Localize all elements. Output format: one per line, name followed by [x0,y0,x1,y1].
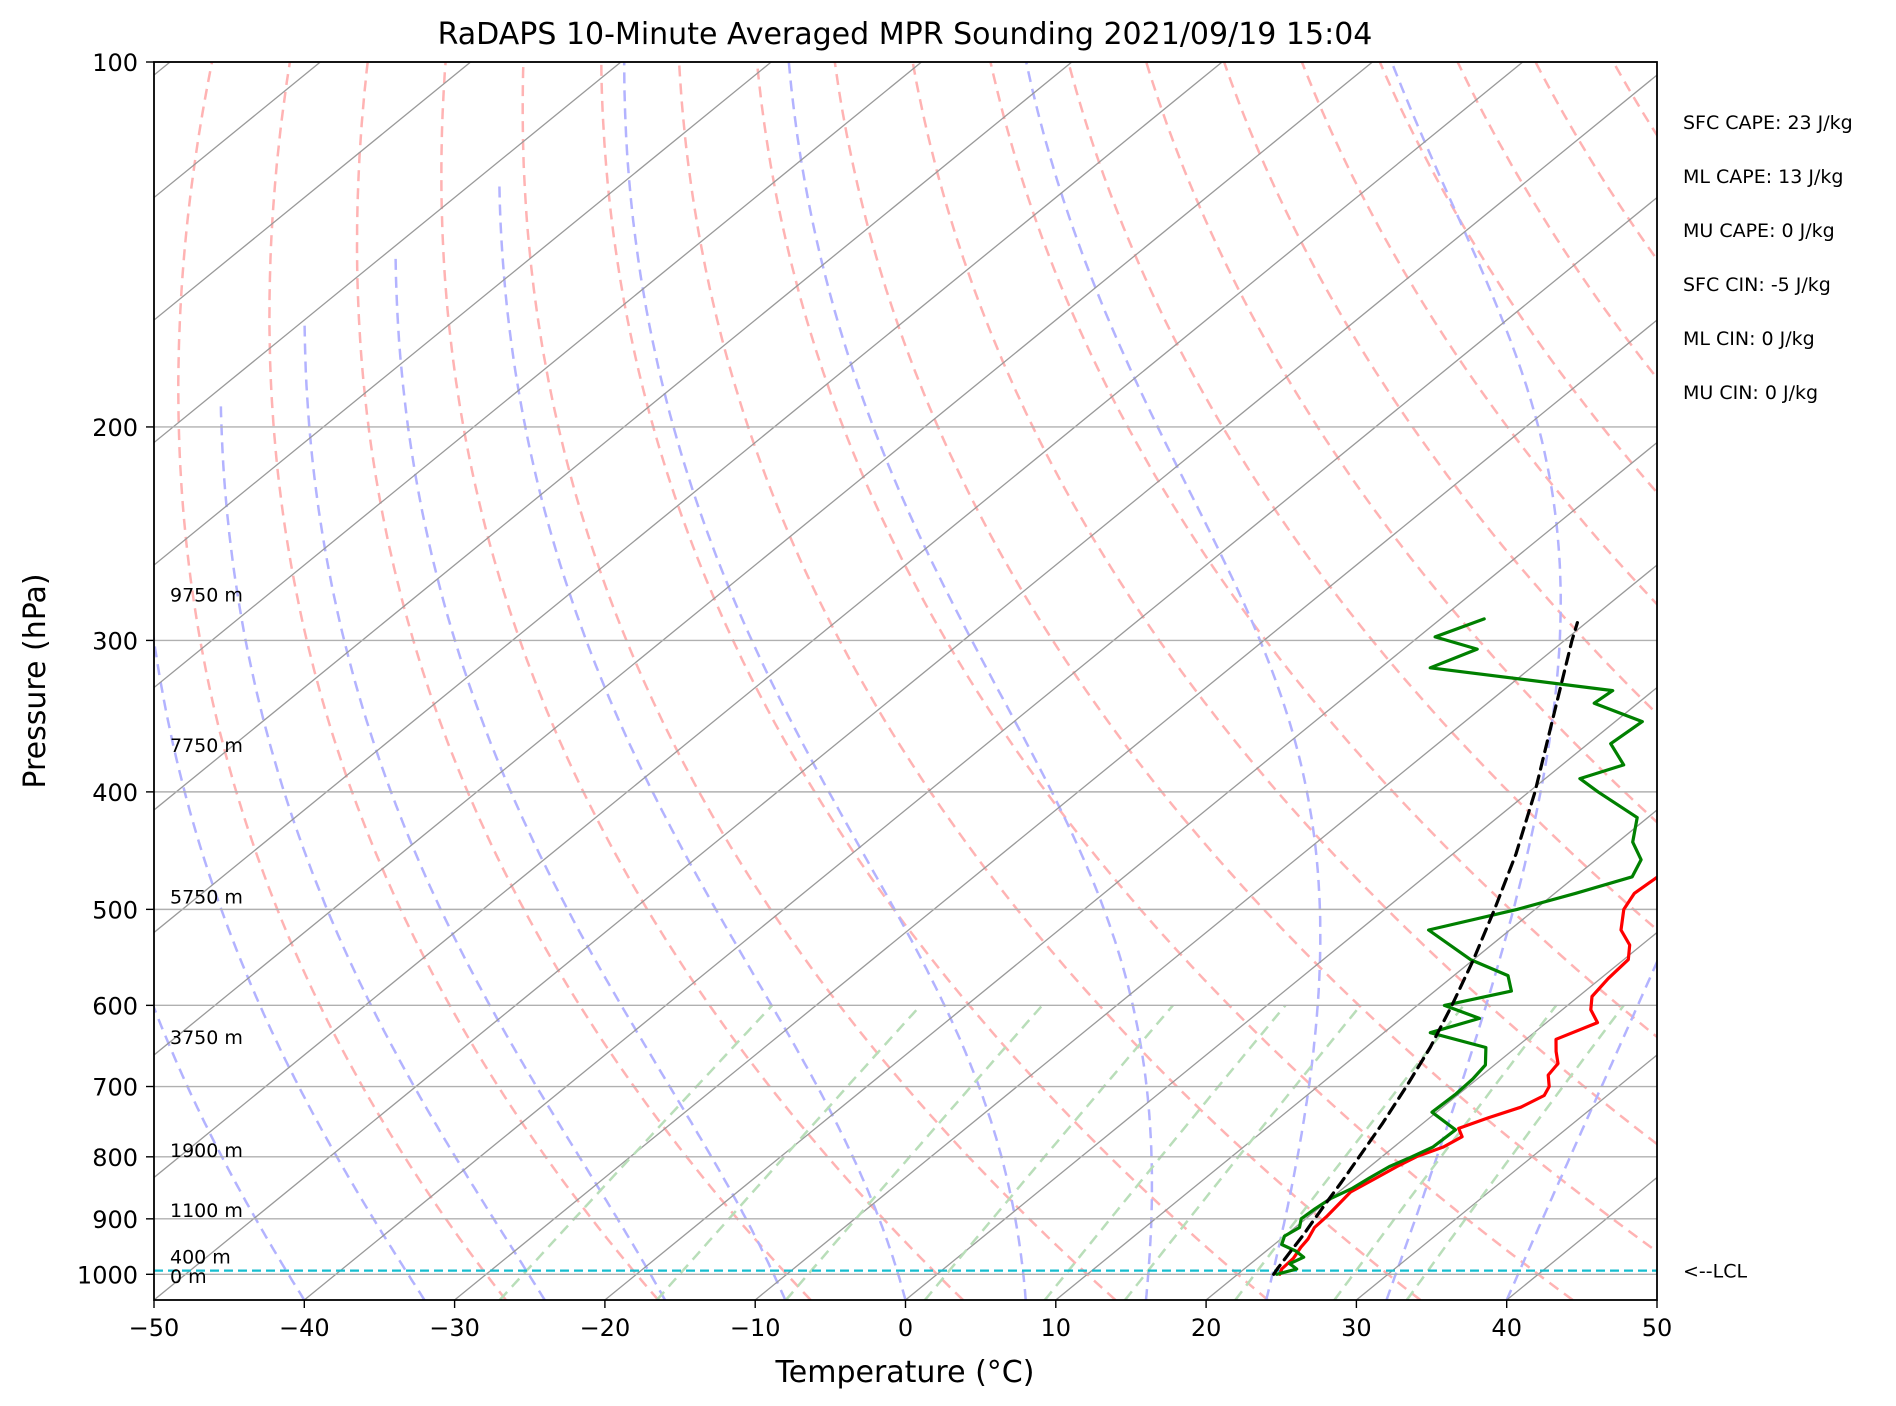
height-label: 3750 m [170,1027,243,1049]
temperature-trace [1280,613,1838,1274]
mixing-ratio-line [500,1005,772,1300]
moist-adiabat-line [1507,62,1896,1300]
x-tick-label: −20 [580,1314,631,1342]
dry-adiabat-line [1380,62,1896,1300]
y-tick-label: 400 [92,779,138,807]
y-axis-ticks: 100 200 300 400 500 600 700 800 900 1000 [77,49,154,1289]
isotherm-line [755,62,1896,1300]
y-tick-label: 100 [92,49,138,77]
y-axis-title: Pressure (hPa) [18,573,53,788]
moist-adiabat-line [396,258,786,1300]
height-labels: 9750 m 7750 m 5750 m 3750 m 1900 m 1100 m 400 … [170,585,243,1288]
dry-adiabat-line [1146,62,1896,1300]
dry-adiabat-line [835,62,1725,1300]
moist-adiabat-line [624,62,1025,1300]
isotherm-line [154,62,1673,1300]
dry-adiabat-line [1613,62,1896,1300]
isotherm-line [1206,62,1896,1300]
y-tick-label: 900 [92,1206,138,1234]
y-tick-label: 700 [92,1074,138,1102]
sounding-traces [154,613,1838,1274]
x-axis-title: Temperature (°C) [775,1355,1035,1390]
x-tick-label: −50 [129,1314,180,1342]
x-tick-label: 40 [1491,1314,1522,1342]
moist-adiabat-line [1026,62,1320,1300]
isotherm-line [0,62,20,1300]
x-tick-label: 50 [1642,1314,1673,1342]
x-tick-label: −10 [730,1314,781,1342]
isotherm-line [1657,62,1896,1300]
isotherm-line [0,62,1222,1300]
x-tick-label: 30 [1341,1314,1372,1342]
dry-adiabat-line [1302,62,1896,1300]
dry-adiabat-line [1068,62,1896,1300]
x-tick-label: 20 [1191,1314,1222,1342]
dry-adiabat-line [178,62,506,1300]
dewpoint-trace [1277,619,1643,1274]
isotherm-line [1056,62,1896,1300]
stability-annotation: SFC CIN: -5 J/kg [1683,274,1831,296]
chart-title: RaDAPS 10-Minute Averaged MPR Sounding 2… [438,17,1373,52]
x-tick-label: 10 [1041,1314,1072,1342]
isotherm-line [0,62,1372,1300]
isotherm-line [0,62,471,1300]
dry-adiabat-line [913,62,1878,1300]
skew-t-figure: RaDAPS 10-Minute Averaged MPR Sounding 2… [0,0,1896,1406]
isotherm-line [0,62,922,1300]
dry-adiabat-line [1769,62,1896,1300]
stability-annotation: MU CAPE: 0 J/kg [1683,220,1835,242]
stability-annotations: SFC CAPE: 23 J/kg ML CAPE: 13 J/kg MU CAPE… [1683,112,1853,404]
x-tick-label: 0 [898,1314,913,1342]
mixing-ratio-line [657,1005,921,1300]
dry-adiabat-line [1224,62,1896,1300]
moist-adiabat-line [305,326,665,1300]
height-label: 5750 m [170,887,243,909]
height-label: 1900 m [170,1140,243,1162]
isotherm-line [0,62,621,1300]
dry-adiabat-line [1691,62,1896,1300]
isotherm-line [605,62,1896,1300]
y-tick-label: 500 [92,896,138,924]
stability-annotation: SFC CAPE: 23 J/kg [1683,112,1853,134]
stability-annotation: ML CIN: 0 J/kg [1683,328,1815,350]
x-tick-label: −40 [279,1314,330,1342]
dry-adiabat-line [269,62,658,1300]
y-tick-label: 1000 [77,1261,138,1289]
lcl-marker: <--LCL [1683,1261,1747,1283]
lcl-label: <--LCL [1683,1261,1747,1283]
height-label: 1100 m [170,1200,243,1222]
mixing-ratio-line [1125,1005,1361,1300]
dry-adiabat-line [757,62,1573,1300]
dry-adiabat-line [991,62,1896,1300]
x-tick-label: −30 [429,1314,480,1342]
x-axis-ticks: −50 −40 −30 −20 −10 0 10 20 30 40 50 [129,1300,1673,1342]
isotherm-line [4,62,1523,1300]
isotherm-line [304,62,1823,1300]
moist-adiabat-line [221,400,545,1300]
isotherm-line [1507,62,1896,1300]
background-lines [0,62,1896,1300]
stability-annotation: ML CAPE: 13 J/kg [1683,166,1843,188]
dry-adiabat-line [1847,62,1896,1300]
y-tick-label: 600 [92,992,138,1020]
y-tick-label: 300 [92,627,138,655]
y-tick-label: 200 [92,414,138,442]
mixing-ratio-line [925,1005,1173,1300]
isotherm-line [906,62,1896,1300]
height-label: 0 m [170,1266,207,1288]
height-label: 7750 m [170,735,243,757]
y-tick-label: 800 [92,1144,138,1172]
dry-adiabat-line [357,62,811,1300]
mixing-ratio-line [1045,1005,1286,1300]
stability-annotation: MU CIN: 0 J/kg [1683,382,1818,404]
height-label: 9750 m [170,585,243,607]
mixing-ratio-line [1334,1005,1556,1300]
